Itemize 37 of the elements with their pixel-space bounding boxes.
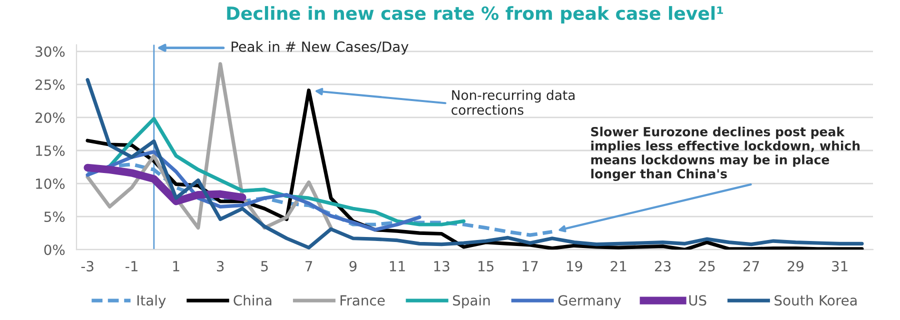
y-tick-label: 25% xyxy=(36,79,65,90)
x-tick-label: 3 xyxy=(216,260,224,272)
x-tick-label: 5 xyxy=(261,261,268,272)
x-tick-label: 21 xyxy=(610,260,626,272)
ref-line-label: Peak in # New Cases/Day xyxy=(232,41,408,55)
legend-label: China xyxy=(234,294,272,306)
x-tick-label: 23 xyxy=(654,260,671,272)
line-series xyxy=(108,116,466,226)
annotation: Slower Eurozone declines post peak implies less effective lockdown, which means lockdowns may be in place longer than China's xyxy=(591,126,860,182)
legend-label: Italy xyxy=(137,294,166,308)
annotation: Non-recurring data corrections xyxy=(452,90,575,115)
legend-label: Spain xyxy=(453,294,490,308)
legend-label: South Korea xyxy=(774,294,857,306)
x-tick-label: 15 xyxy=(478,261,494,272)
x-tick-label: 11 xyxy=(390,261,405,272)
y-tick-label: 0% xyxy=(44,244,65,256)
chart-title: Decline in new case rate % from peak case level¹ xyxy=(227,6,723,24)
x-tick-label: 31 xyxy=(832,260,848,272)
legend-label: France xyxy=(340,295,385,306)
x-tick-label: 25 xyxy=(699,260,715,272)
x-tick-label: 9 xyxy=(350,260,357,272)
y-tick-label: 20% xyxy=(36,112,65,123)
y-tick-label: 15% xyxy=(36,145,65,156)
x-tick-label: 13 xyxy=(434,260,450,272)
x-tick-label: 17 xyxy=(522,261,538,272)
y-tick-label: 30% xyxy=(36,46,65,57)
x-tick-label: 7 xyxy=(306,261,312,272)
legend-label: US xyxy=(689,295,706,306)
y-tick-label: 5% xyxy=(44,212,65,222)
x-tick-label: 19 xyxy=(567,260,582,272)
x-tick-label: -1 xyxy=(126,261,138,272)
y-tick-label: 10% xyxy=(36,178,65,190)
x-tick-label: -3 xyxy=(81,260,94,272)
x-tick-label: 1 xyxy=(173,261,180,272)
legend-label: Germany xyxy=(558,295,621,308)
x-tick-label: 29 xyxy=(788,260,804,272)
x-tick-label: 27 xyxy=(743,260,759,272)
